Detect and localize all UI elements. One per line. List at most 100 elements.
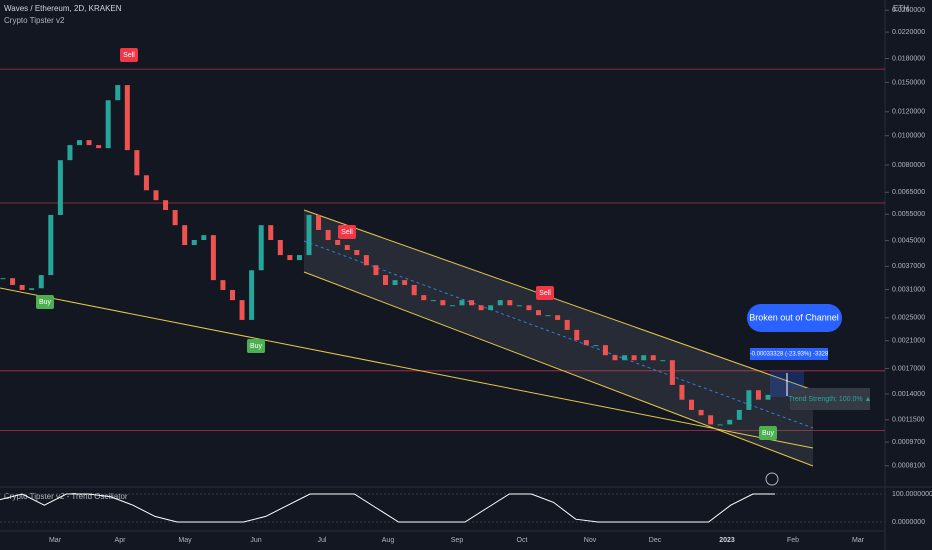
candle [497, 300, 503, 306]
candle [650, 355, 656, 361]
x-tick-label: Dec [649, 537, 662, 544]
candle [593, 345, 599, 347]
y-tick-label: 0.0180000 [892, 55, 925, 62]
candle [10, 278, 16, 285]
candle [316, 214, 322, 230]
candle [717, 424, 723, 426]
candle [689, 399, 694, 410]
trend-strength: Trend Strength: 100.0% ▲ [789, 396, 872, 403]
candle [402, 280, 408, 285]
x-tick-label: Jun [250, 537, 261, 544]
candle [660, 360, 666, 362]
candle [153, 190, 159, 201]
osc-tick-label: 100.0000000 [892, 491, 932, 498]
y-tick-label: 0.0037000 [892, 263, 925, 270]
candle [163, 200, 169, 211]
candle [115, 85, 121, 101]
candle [67, 145, 73, 161]
channel-top [303, 209, 814, 391]
candle [765, 394, 771, 400]
candle [555, 315, 561, 320]
candle [459, 300, 465, 306]
channel-fill [304, 210, 813, 466]
candle [449, 305, 455, 307]
channel-bottom [303, 271, 814, 467]
candle [583, 340, 589, 346]
candle [210, 235, 216, 281]
candle [612, 355, 618, 361]
y-tick-label: 0.0021000 [892, 338, 925, 345]
candle [57, 160, 63, 215]
y-tick-label: 0.0055000 [892, 211, 925, 218]
y-tick-label: 0.0011500 [892, 417, 925, 424]
candle [727, 419, 733, 425]
chart-title: Waves / Ethereum, 2D, KRAKEN [4, 4, 122, 13]
candle [679, 384, 685, 400]
candle [746, 390, 752, 410]
replay-icon[interactable] [765, 472, 779, 486]
osc-tick-label: 0.0000000 [892, 519, 925, 526]
x-tick-label: Feb [787, 537, 799, 544]
candle [306, 214, 312, 256]
candle [755, 390, 761, 400]
x-tick-label: Jul [318, 537, 327, 544]
buy-badge [247, 339, 265, 353]
candle [0, 278, 6, 280]
candle [383, 275, 388, 285]
x-tick-label: Nov [584, 537, 597, 544]
y-tick-label: 0.0045000 [892, 237, 925, 244]
candle [124, 85, 130, 151]
candle [201, 235, 207, 241]
candle [411, 284, 417, 296]
candle [488, 305, 494, 311]
candle [143, 175, 149, 191]
measure-label [750, 348, 828, 360]
candle [516, 305, 522, 307]
candle [287, 255, 293, 261]
x-tick-label: May [178, 537, 192, 544]
signal-label: Buy [250, 343, 263, 350]
y-tick-label: 0.0009700 [892, 439, 925, 446]
x-tick-label: Mar [852, 537, 865, 544]
candle [507, 300, 513, 306]
candle [622, 355, 628, 361]
oscillator-title: Crypto Tipster v2 - Trend Oscillator [4, 492, 128, 501]
candle [564, 319, 570, 330]
candle [469, 300, 475, 306]
y-tick-label: 0.0220000 [892, 29, 925, 36]
candle [239, 300, 245, 320]
signal-label: Buy [762, 430, 775, 437]
candle [344, 245, 350, 250]
y-tick-label: 0.0150000 [892, 79, 925, 86]
candle [478, 305, 484, 311]
candle [536, 310, 541, 316]
candle [220, 280, 226, 290]
y-tick-label: 0.0025000 [892, 315, 925, 322]
candle [191, 240, 197, 246]
y-tick-label: 0.0080000 [892, 162, 925, 169]
x-tick-label: Aug [382, 537, 395, 544]
candle [354, 249, 360, 256]
candle [230, 289, 235, 301]
signal-label: Sell [123, 52, 135, 59]
candle [421, 295, 427, 301]
candle [373, 265, 379, 276]
buy-badge [36, 295, 54, 309]
candle [77, 140, 82, 146]
x-tick-label: Apr [115, 537, 127, 544]
candle [736, 409, 742, 420]
y-tick-label: 0.0065000 [892, 189, 925, 196]
candle [296, 255, 302, 261]
candle [268, 225, 274, 241]
x-tick-label: 2023 [719, 537, 735, 544]
trend-line [0, 287, 814, 449]
candle [96, 145, 102, 149]
x-tick-label: Sep [451, 537, 464, 544]
trend-strength-box [790, 388, 870, 410]
candle [708, 415, 714, 425]
candle [602, 345, 608, 356]
axis-unit: ETH [893, 4, 909, 13]
candle [392, 280, 398, 285]
candle [641, 355, 647, 361]
